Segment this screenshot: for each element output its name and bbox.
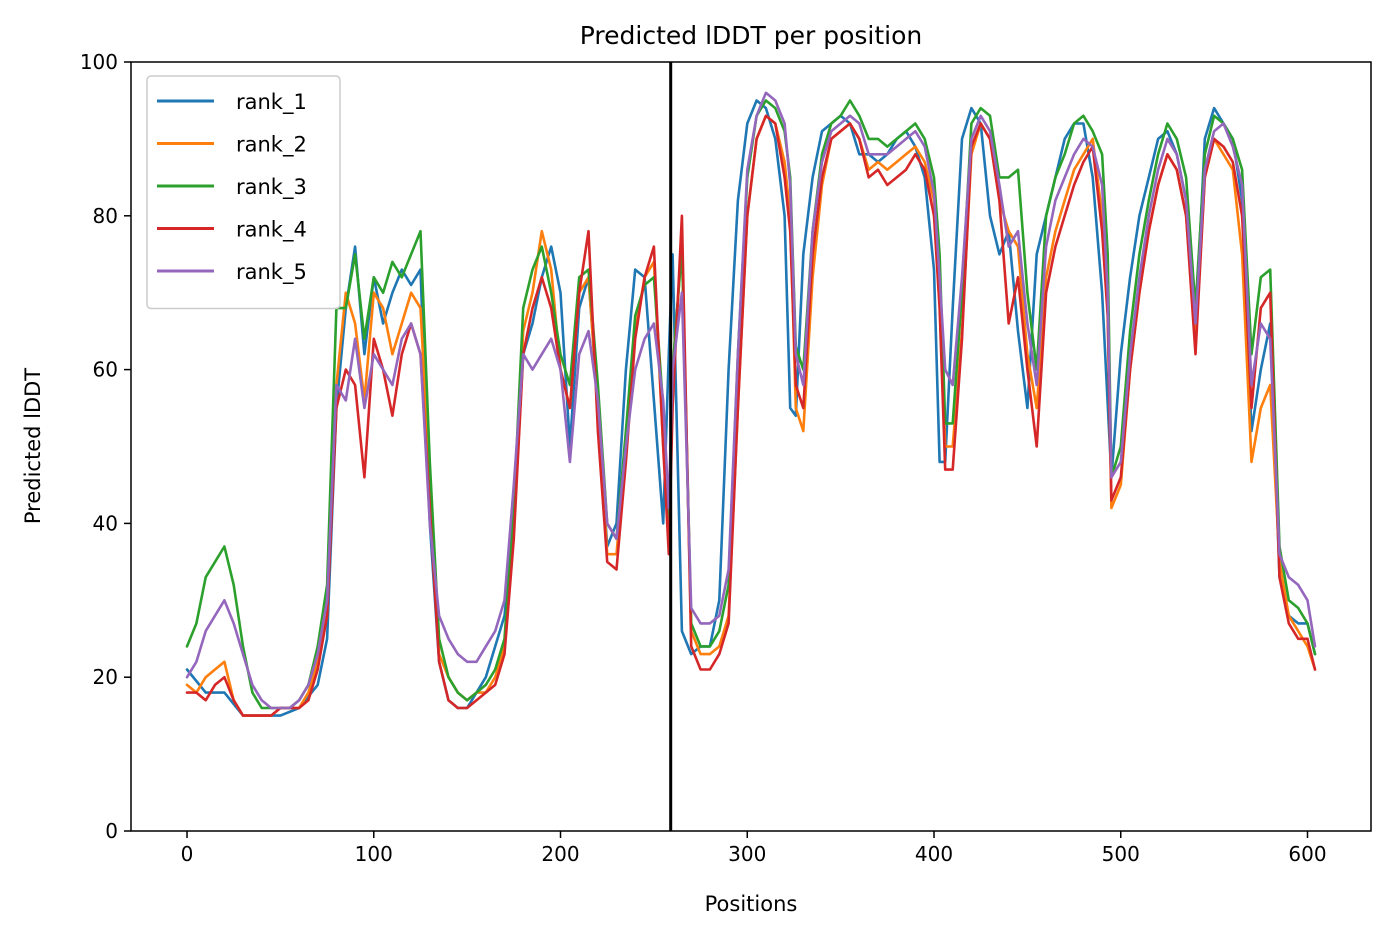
- legend-box: [146, 75, 341, 310]
- plot-frame: [130, 61, 1372, 832]
- legend-label: rank_3: [236, 175, 307, 200]
- x-tick-label: 300: [728, 842, 766, 866]
- x-axis-label: Positions: [705, 892, 798, 916]
- plot-area: [130, 61, 1372, 832]
- x-tick-label: 500: [1102, 842, 1140, 866]
- series-line-rank-5: [185, 91, 1317, 710]
- legend: rank_1 rank_2 rank_3 rank_4 rank_5: [146, 75, 341, 310]
- chart-title: Predicted lDDT per position: [580, 21, 922, 50]
- y-tick-label: 60: [93, 358, 118, 382]
- y-tick-label: 100: [80, 50, 118, 74]
- series-line-rank-4: [185, 114, 1317, 717]
- series-line-rank-3: [185, 99, 1317, 710]
- legend-label: rank_2: [236, 133, 307, 158]
- x-tick-label: 600: [1288, 842, 1326, 866]
- legend-label: rank_1: [236, 90, 307, 115]
- legend-label: rank_5: [236, 260, 307, 285]
- legend-label: rank_4: [236, 218, 307, 243]
- y-axis: 0 20 40 60 80 100: [80, 50, 131, 843]
- y-tick-label: 80: [93, 204, 118, 228]
- x-tick-label: 100: [355, 842, 393, 866]
- series-layer: [185, 91, 1317, 717]
- x-tick-label: 0: [181, 842, 194, 866]
- y-tick-label: 40: [93, 511, 118, 535]
- y-tick-label: 0: [105, 819, 118, 843]
- x-axis: 0 100 200 300 400 500 600: [181, 831, 1327, 866]
- x-tick-label: 200: [541, 842, 579, 866]
- y-tick-label: 20: [93, 665, 118, 689]
- x-tick-label: 400: [915, 842, 953, 866]
- y-axis-label: Predicted lDDT: [21, 368, 45, 524]
